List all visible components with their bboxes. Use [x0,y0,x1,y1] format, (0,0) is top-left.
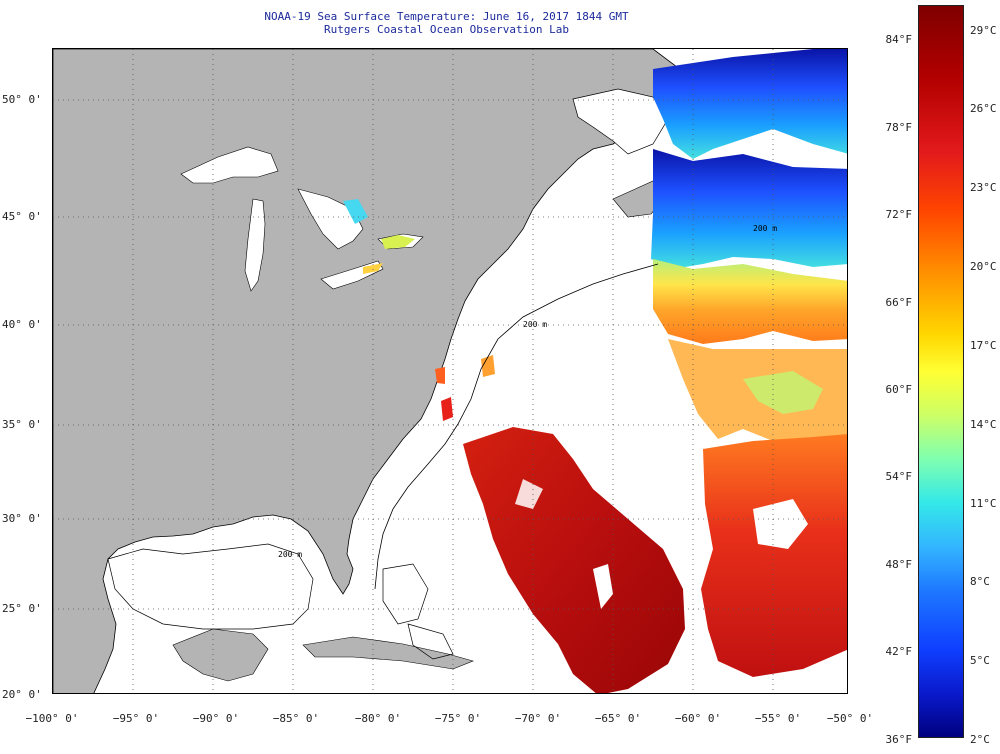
lon-label-50: −50° 0' [826,712,874,725]
sst-map[interactable]: 200 m 200 m 200 m [52,48,848,694]
sst-lake-erie [363,263,383,274]
lon-label-60: −60° 0' [674,712,722,725]
lat-label-40: 40° 0' [2,318,42,331]
lat-label-50: 50° 0' [2,93,42,106]
colorbar-c-14: 14°C [970,418,997,431]
sst-map-canvas: 200 m 200 m 200 m [53,49,847,693]
colorbar-f-42: 42°F [885,645,913,658]
sst-sargasso-east [701,434,847,677]
colorbar-f-84: 84°F [885,33,913,46]
colorbar-c-20: 20°C [970,260,997,273]
lake-superior [180,146,279,184]
bahamas-outline [382,563,429,625]
sst-chesapeake [435,367,445,384]
land-cuba [302,636,474,670]
lat-label-45: 45° 0' [2,210,42,223]
lake-michigan [244,198,266,292]
colorbar-f-60: 60°F [885,383,913,396]
lon-label-85: −85° 0' [272,712,320,725]
sst-lake-huron [343,199,368,224]
lake-huron [297,188,364,250]
sst-offshore-patch [481,355,495,377]
isobath-east-coast [374,263,659,590]
sst-east-gap [753,499,808,549]
temperature-colorbar [918,5,964,738]
colorbar-c-26: 26°C [970,102,997,115]
bahamas-outline-2 [407,623,454,660]
sst-newfoundland-shelf [651,149,847,269]
lon-label-100: −100° 0' [25,712,79,725]
colorbar-f-72: 72°F [885,208,913,221]
colorbar-c-23: 23°C [970,181,997,194]
colorbar-f-66: 66°F [885,296,913,309]
colorbar-c-5: 5°C [970,654,990,667]
colorbar-c-2: 2°C [970,733,990,746]
lat-label-25: 25° 0' [2,602,42,615]
sst-labrador [653,49,847,159]
map-title: NOAA-19 Sea Surface Temperature: June 16… [264,10,629,23]
isobath-label-1: 200 m [523,320,547,329]
gulf-st-lawrence [572,88,669,155]
map-subtitle: Rutgers Coastal Ocean Observation Lab [323,23,570,36]
colorbar-c-11: 11°C [970,497,997,510]
sst-south-gap-1 [593,564,613,609]
lon-label-80: −80° 0' [354,712,402,725]
isobath-label-2: 200 m [753,224,777,233]
yucatan [172,628,269,682]
lon-label-65: −65° 0' [594,712,642,725]
sst-mid-atlantic-green [743,371,823,414]
lon-label-75: −75° 0' [434,712,482,725]
lon-label-55: −55° 0' [754,712,802,725]
sst-lake-ontario [381,235,415,249]
isobath-label-3: 200 m [278,550,302,559]
sst-gulf-stream-north [653,259,847,344]
colorbar-f-78: 78°F [885,121,913,134]
colorbar-c-17: 17°C [970,339,997,352]
lat-label-20: 20° 0' [2,688,42,701]
colorbar-c-29: 29°C [970,24,997,37]
lat-label-35: 35° 0' [2,418,42,431]
lat-label-30: 30° 0' [2,512,42,525]
colorbar-c-8: 8°C [970,575,990,588]
lon-label-70: −70° 0' [514,712,562,725]
sst-cape-hatteras [441,397,453,421]
lon-label-95: −95° 0' [112,712,160,725]
sst-south-gap-2 [515,479,543,509]
colorbar-f-36: 36°F [885,733,913,746]
sst-sargasso-south [463,427,685,693]
lon-label-90: −90° 0' [192,712,240,725]
colorbar-f-48: 48°F [885,558,913,571]
colorbar-f-54: 54°F [885,470,913,483]
